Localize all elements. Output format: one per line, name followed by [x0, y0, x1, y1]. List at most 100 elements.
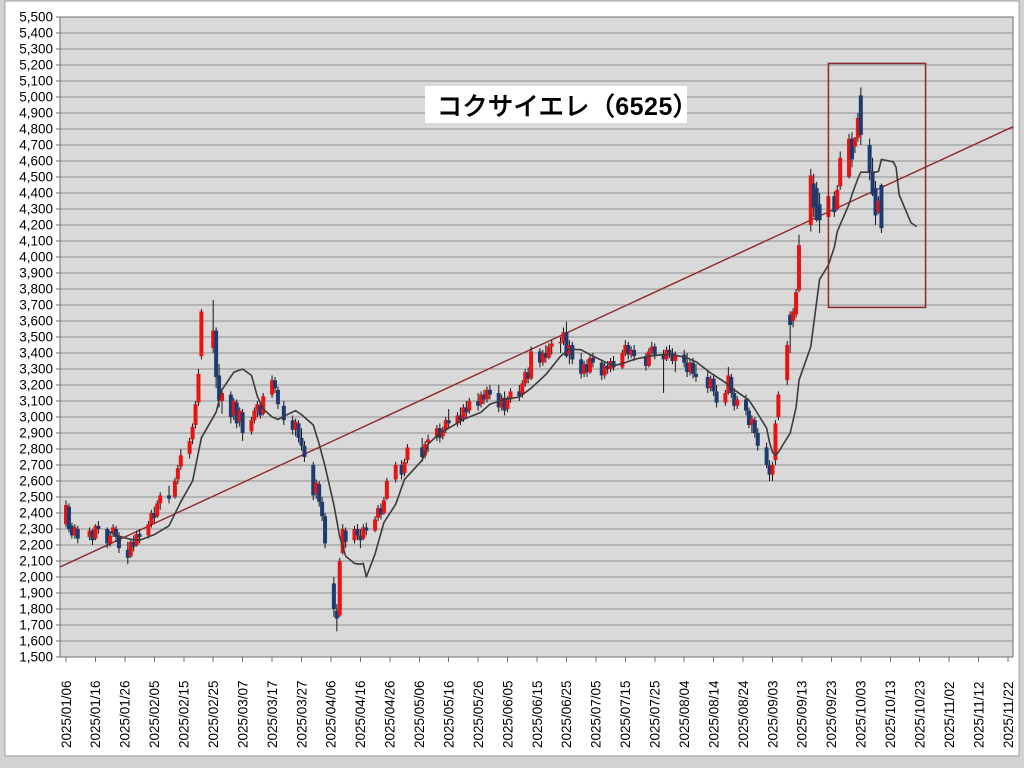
candle [111, 527, 116, 534]
candle [517, 391, 522, 397]
candle [420, 447, 425, 457]
candle [620, 353, 625, 368]
candle [167, 495, 172, 499]
x-tick-label: 2025/02/15 [177, 680, 192, 748]
candle [281, 405, 286, 421]
candle [873, 188, 878, 216]
x-tick-label: 2025/01/26 [118, 680, 133, 748]
candle [661, 354, 666, 360]
candle [832, 196, 837, 213]
candle [402, 461, 407, 473]
candle [249, 420, 254, 432]
candle [393, 465, 398, 480]
candle [652, 346, 657, 355]
candle [649, 346, 654, 352]
candle [646, 351, 651, 366]
x-tick-label: 2025/06/25 [559, 680, 574, 748]
candle [464, 407, 469, 413]
candle [152, 513, 157, 518]
candle [540, 353, 545, 363]
x-tick-label: 2025/10/03 [854, 680, 869, 748]
trend-line [59, 126, 1014, 568]
candle [193, 404, 198, 425]
x-axis-labels: 2025/01/06 2025/01/16 2025/01/26 2025/02/05… [59, 680, 1016, 748]
candle [175, 468, 180, 480]
candle [440, 429, 445, 437]
candle [879, 185, 884, 229]
candle [847, 138, 852, 177]
y-tick-label: 2,800 [19, 442, 53, 457]
candle [537, 351, 542, 363]
candle [476, 401, 481, 406]
x-axis-ticks [65, 657, 1009, 662]
y-tick-label: 3,600 [19, 314, 53, 329]
candle [240, 412, 245, 433]
x-tick-label: 2025/05/06 [412, 680, 427, 748]
candle [214, 330, 219, 377]
candle [714, 391, 719, 403]
y-tick-label: 1,500 [19, 650, 53, 665]
candle [479, 394, 484, 405]
candle [682, 354, 687, 363]
candle [334, 610, 339, 619]
candle [732, 393, 737, 406]
candle [561, 332, 566, 342]
y-tick-label: 3,900 [19, 266, 53, 281]
candle [446, 420, 451, 424]
y-tick-label: 3,500 [19, 330, 53, 345]
candle [691, 362, 696, 374]
candle [764, 447, 769, 465]
candle [773, 423, 778, 461]
y-tick-label: 4,500 [19, 170, 53, 185]
candle [196, 373, 201, 403]
candle [352, 529, 357, 541]
x-tick-label: 2025/01/16 [88, 680, 103, 748]
x-tick-label: 2025/02/25 [206, 680, 221, 748]
candle [158, 495, 163, 504]
candle [599, 362, 604, 376]
candle [849, 138, 854, 160]
candle [343, 530, 348, 542]
y-tick-label: 4,800 [19, 122, 53, 137]
candle [796, 245, 801, 291]
candle [858, 95, 863, 135]
candle [455, 415, 460, 424]
candle [735, 399, 740, 406]
candle [66, 506, 71, 529]
highlight-box [827, 62, 927, 309]
candle [314, 482, 319, 494]
candle [211, 330, 216, 349]
y-tick-label: 3,800 [19, 282, 53, 297]
candle [220, 393, 225, 401]
candle [855, 117, 860, 138]
candle [776, 394, 781, 417]
candle [270, 380, 275, 395]
candle [482, 394, 487, 400]
candle [770, 465, 775, 475]
x-tick-label: 2025/09/23 [824, 680, 839, 748]
candle [290, 420, 295, 430]
y-tick-label: 5,300 [19, 42, 53, 57]
candle [505, 399, 510, 409]
candle [767, 465, 772, 475]
y-tick-label: 5,400 [19, 26, 53, 41]
candle [361, 527, 366, 539]
candle [302, 445, 307, 457]
candle [487, 389, 492, 395]
candle [508, 391, 513, 400]
candle [376, 508, 381, 518]
candle [331, 583, 336, 609]
candle [529, 351, 534, 379]
candle [293, 421, 298, 430]
candle [231, 401, 236, 416]
y-tick-label: 2,400 [19, 506, 53, 521]
candle [585, 364, 590, 373]
candle [502, 397, 507, 411]
x-tick-label: 2025/04/06 [324, 680, 339, 748]
candle [90, 530, 95, 541]
candle [673, 354, 678, 361]
candle [108, 535, 113, 544]
candle [323, 516, 328, 544]
